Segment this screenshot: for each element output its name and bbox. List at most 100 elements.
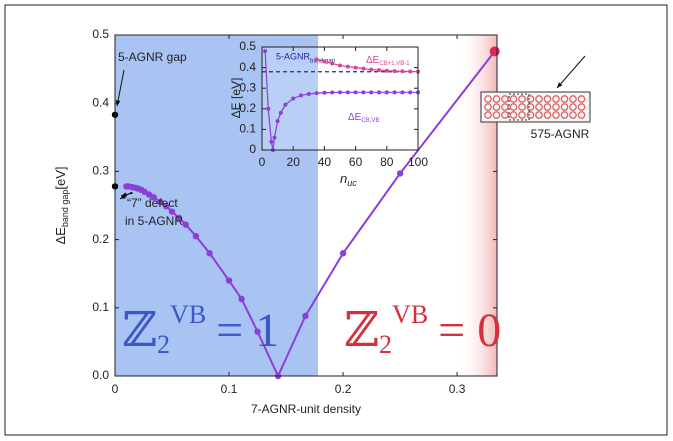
phase-sub: 2 [157,330,170,359]
data-point [353,65,358,70]
structure-atom [484,103,492,111]
y-tick-label: 0.2 [92,232,109,246]
inset-x-main: n [340,171,347,186]
data-point [353,90,358,95]
data-point [392,90,397,95]
data-point [330,61,335,66]
series-name: ΔE [366,55,380,66]
x-tick-label: 0 [259,155,266,169]
data-point [322,59,327,64]
y-axis-label: ΔEband gap[eV] [53,166,70,244]
annotation: in 5-AGNR [125,214,183,228]
structure-atom [577,103,586,111]
phase-label: ℤ2VB = 0 [344,300,501,359]
y-tick-label: 0.2 [239,101,256,115]
structure-atom [509,103,518,111]
x-tick-label: 80 [380,155,394,169]
annotation: 575-AGNR [531,127,590,141]
structure-atom [509,95,518,103]
data-point [269,139,274,144]
structure-atom [501,111,509,119]
structure-atom [560,95,569,103]
x-tick-label: 20 [287,155,301,169]
data-point [489,46,500,57]
arrow-head [557,82,563,88]
data-point [408,90,413,95]
data-point [157,198,164,206]
structure-atom [518,103,526,111]
x-tick-label: 0.3 [449,382,466,396]
structure-atom [577,111,586,119]
data-point [291,96,296,101]
arrow-head [120,194,126,199]
data-point [396,170,404,177]
y-tick-label: 0.1 [239,122,256,136]
structure-atom [492,95,501,103]
phase-label: ℤ2VB = 1 [122,300,279,359]
structure-atom [543,103,552,111]
data-point [302,312,309,320]
data-point [345,64,350,69]
structure-atom [552,103,560,111]
structure-atom [552,95,560,103]
inset-x-sub: uc [347,178,357,188]
series-name: ΔE [348,112,362,123]
y-label-main: ΔE [53,227,68,245]
data-point [345,90,350,95]
x-tick-label: 0.1 [221,382,238,396]
structure-atom [518,95,526,103]
data-point [361,66,366,71]
data-point [275,119,280,124]
x-tick-label: 60 [349,155,363,169]
structure-atom [535,95,543,103]
structure-atom [492,111,501,119]
y-tick-label: 0.4 [239,60,256,74]
data-point [392,69,397,74]
y-tick-label: 0.5 [92,27,109,41]
structure-atom [518,111,526,119]
y-label-unit: [eV] [53,166,68,189]
data-point [369,90,374,95]
data-point [182,221,189,228]
data-point [306,91,311,96]
data-point [330,90,335,95]
annotation: “7” defect [127,196,178,210]
data-point [192,232,200,240]
data-point [263,49,268,54]
structure-atom [535,103,543,111]
data-point [314,57,319,62]
y-tick-label: 0.3 [239,80,256,94]
data-point [175,214,183,221]
data-point [377,90,381,95]
x-axis-label: 7-AGNR-unit density [251,402,361,416]
structure-atom [535,111,543,119]
data-point [266,106,271,111]
annotation-arrow [116,69,125,107]
data-point [408,69,413,74]
structure-cell [508,93,530,121]
phase-sub: 2 [379,330,392,359]
data-point [272,135,277,140]
structure-atom [526,95,535,103]
data-point [338,63,342,68]
data-point [384,68,389,73]
phase-sup: VB [170,300,206,329]
structure-atom [569,103,577,111]
structure-atom [501,95,509,103]
x-tick-label: 40 [318,155,332,169]
phase-symbol: ℤ [344,304,379,357]
y-tick-label: 0.4 [92,95,109,109]
structure-atom [526,111,535,119]
data-point [168,208,176,215]
phase-rest: = 1 [216,304,279,357]
structure-atom [569,95,577,103]
plot-frame [114,34,498,377]
series-sub: CB,VB [361,118,379,124]
data-point [361,90,366,95]
phase-symbol: ℤ [122,304,157,357]
data-point [377,68,381,73]
structure-atom [484,111,492,119]
data-point [225,277,233,284]
phase-sup: VB [392,300,428,329]
data-point [400,90,405,95]
